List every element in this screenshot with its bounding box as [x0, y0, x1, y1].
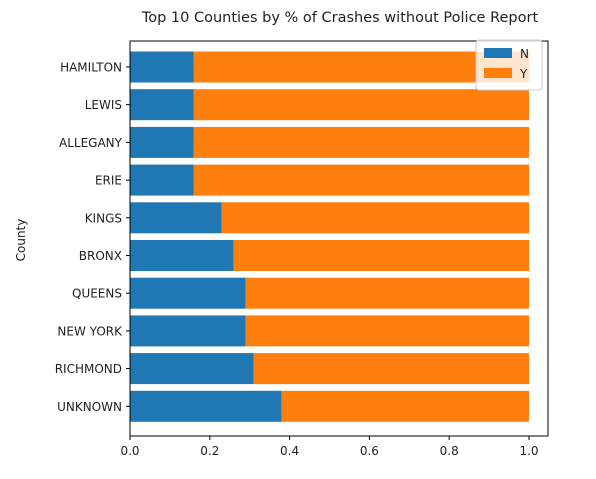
x-tick-label: 1.0: [519, 444, 538, 458]
bar-n-bronx: [130, 240, 234, 271]
bar-n-new-york: [130, 315, 246, 347]
plot-frame: [129, 40, 549, 437]
y-tick-label: KINGS: [85, 211, 122, 225]
legend-box: [475, 39, 543, 91]
bar-n-richmond: [130, 353, 254, 385]
bar-y-new-york: [245, 315, 529, 347]
y-tick-label: NEW YORK: [57, 324, 123, 338]
legend: NY: [475, 39, 543, 91]
bar-n-unknown: [130, 390, 282, 422]
bar-y-queens: [245, 277, 529, 309]
bar-y-kings: [221, 202, 529, 234]
legend-label-y: Y: [519, 67, 528, 81]
x-tick-label: 0.6: [360, 444, 379, 458]
bar-y-bronx: [233, 240, 530, 271]
x-tick-label: 0.2: [200, 444, 219, 458]
bar-y-richmond: [253, 353, 529, 385]
bar-y-allegany: [193, 126, 529, 158]
bar-y-hamilton: [193, 51, 529, 83]
legend-swatch-n: [484, 48, 512, 58]
x-tick-label: 0.4: [280, 444, 299, 458]
bar-n-allegany: [130, 126, 194, 158]
y-tick-label: QUEENS: [72, 287, 122, 301]
bars-layer: [130, 51, 530, 422]
y-tick-label: BRONX: [79, 249, 122, 263]
bar-n-queens: [130, 277, 246, 309]
y-tick-label: ALLEGANY: [59, 136, 123, 150]
x-tick-label: 0.8: [440, 444, 459, 458]
y-tick-label: LEWIS: [85, 98, 122, 112]
bar-n-lewis: [130, 89, 194, 121]
bar-y-lewis: [193, 89, 529, 121]
y-axis-label: County: [14, 219, 28, 262]
legend-label-n: N: [520, 47, 529, 61]
bar-y-erie: [193, 164, 529, 196]
y-tick-label: HAMILTON: [60, 61, 122, 75]
axes-layer: HAMILTON LEWIS ALLEGANY ERIE KINGS BRONX QUEEN…: [55, 40, 549, 458]
legend-swatch-y: [484, 68, 512, 78]
y-tick-label: RICHMOND: [55, 362, 122, 376]
x-tick-label: 0.0: [120, 444, 139, 458]
bar-n-hamilton: [130, 51, 194, 83]
bar-n-erie: [130, 164, 194, 196]
bar-n-kings: [130, 202, 222, 234]
bar-y-unknown: [281, 390, 529, 422]
y-tick-label: ERIE: [95, 174, 122, 188]
chart-title: Top 10 Counties by % of Crashes without …: [141, 10, 539, 26]
y-tick-label: UNKNOWN: [57, 400, 122, 414]
